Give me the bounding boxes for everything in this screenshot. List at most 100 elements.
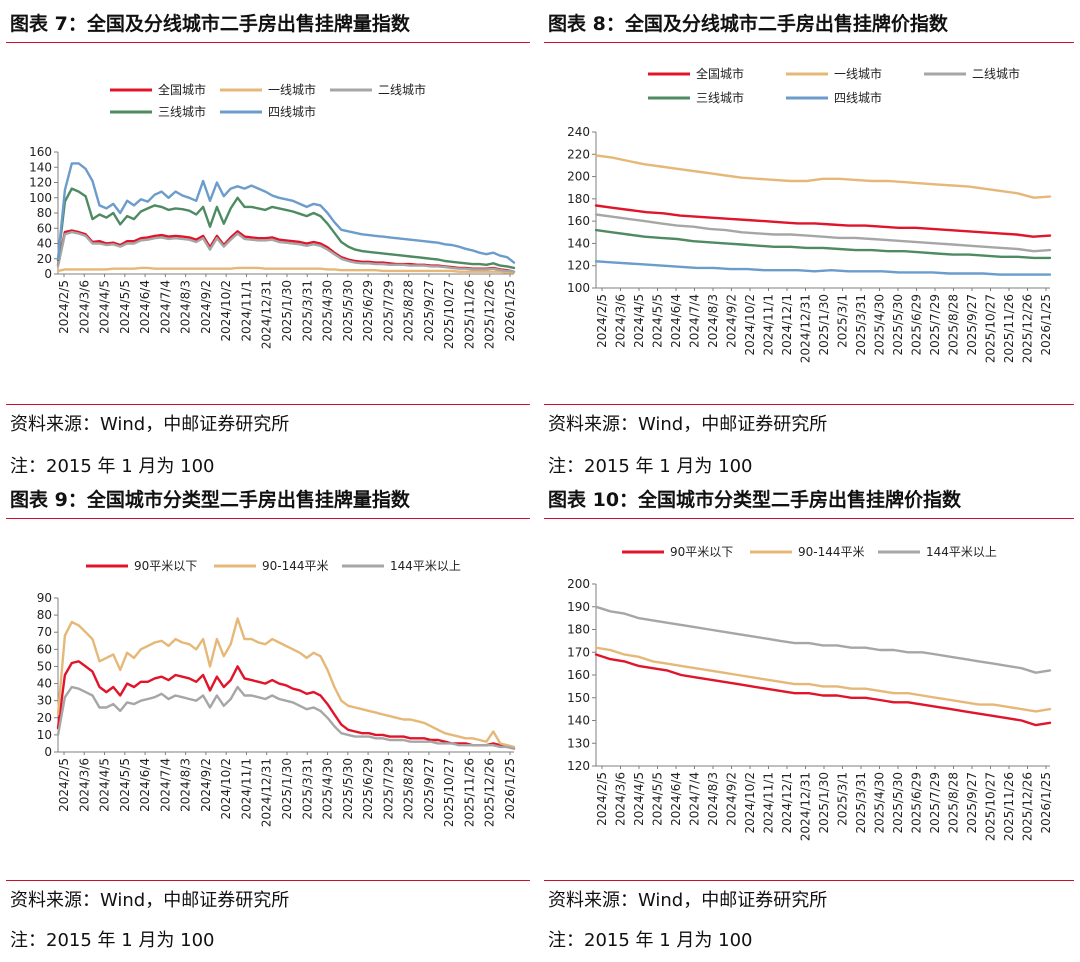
x-tick-label: 2025/11/26 [1002,294,1016,363]
x-tick-label: 2025/11/26 [1002,772,1016,841]
title-rule-1 [6,42,530,43]
y-tick-label: 180 [567,623,590,637]
legend-label: 90平米以下 [670,545,733,559]
x-tick-label: 2024/5/5 [651,772,665,826]
x-tick-label: 2025/5/30 [341,758,355,820]
series-line [56,230,516,273]
series-line [56,266,516,274]
x-tick-label: 2024/10/2 [743,294,757,356]
y-tick-label: 130 [567,736,590,750]
y-tick-label: 0 [44,745,52,759]
y-tick-label: 220 [567,147,590,161]
legend-label: 144平米以上 [926,545,997,559]
legend-label: 一线城市 [268,82,316,97]
legend-label: 全国城市 [696,66,744,81]
x-tick-label: 2024/10/2 [219,758,233,820]
x-tick-label: 2025/6/29 [910,294,924,356]
chart-panel-2: 图表 8：全国及分线城市二手房出售挂牌价指数 100 120 140 160 180 20… [544,6,1074,477]
x-tick-label: 2025/3/31 [854,294,868,356]
x-tick-label: 2024/9/2 [199,758,213,812]
chart-panel-4: 图表 10：全国城市分类型二手房出售挂牌价指数 120 130 140 150 160 1… [544,482,1074,960]
series-line [56,685,516,750]
y-tick-label: 80 [37,608,52,622]
y-tick-label: 120 [29,176,52,190]
y-tick-label: 190 [567,600,590,614]
chart-panel-1: 图表 7：全国及分线城市二手房出售挂牌量指数 0 20 40 60 80 100 120 14… [6,6,530,477]
y-tick-label: 160 [29,145,52,159]
x-tick-label: 2024/11/1 [762,294,776,356]
y-tick-label: 160 [567,214,590,228]
x-tick-label: 2024/3/6 [614,294,628,348]
note-text-2: 注：2015 年 1 月为 100 [548,456,753,477]
legend-label: 90-144平米 [798,545,865,559]
y-tick-label: 200 [567,577,590,591]
x-tick-label: 2025/4/30 [873,294,887,356]
y-tick-label: 30 [37,694,52,708]
x-tick-label: 2024/12/1 [780,772,794,834]
x-tick-label: 2024/6/4 [669,772,683,826]
x-tick-label: 2025/7/29 [928,772,942,834]
x-tick-label: 2025/4/30 [321,280,335,342]
x-tick-label: 2024/12/31 [260,758,274,827]
y-tick-label: 140 [567,714,590,728]
x-tick-label: 2024/4/5 [98,758,112,812]
title-rule-2 [544,42,1074,43]
x-tick-label: 2025/8/28 [402,758,416,820]
x-tick-label: 2024/9/2 [725,294,739,348]
x-tick-label: 2024/11/1 [762,772,776,834]
series-line [56,229,516,273]
x-tick-label: 2024/9/2 [199,280,213,334]
y-tick-label: 60 [37,642,52,656]
x-tick-label: 2026/1/25 [503,758,517,820]
x-tick-label: 2024/9/2 [725,772,739,826]
x-tick-label: 2025/5/30 [891,294,905,356]
series-line [594,204,1052,238]
x-tick-label: 2025/3/1 [836,294,850,348]
source-text-3: 资料来源：Wind，中邮证券研究所 [10,890,290,911]
x-tick-label: 2024/10/2 [219,280,233,342]
legend-label: 90平米以下 [134,559,197,573]
x-tick-label: 2025/1/30 [817,294,831,356]
x-tick-label: 2025/10/27 [442,280,456,349]
x-tick-label: 2024/12/31 [260,280,274,349]
y-tick-label: 40 [37,237,52,251]
x-tick-label: 2025/7/29 [928,294,942,356]
x-tick-label: 2024/3/6 [77,280,91,334]
series-line [56,187,516,270]
x-tick-label: 2025/3/31 [300,758,314,820]
x-tick-label: 2024/6/4 [138,758,152,812]
x-tick-label: 2025/10/27 [984,294,998,363]
series-line [594,260,1052,276]
line-chart-2: 100 120 140 160 180 200 220 240 2024/2/5 2024/3/6… [567,66,1053,363]
y-tick-label: 140 [567,236,590,250]
legend-label: 四线城市 [834,90,882,105]
x-tick-label: 2024/5/5 [118,280,132,334]
x-tick-label: 2024/7/4 [158,280,172,334]
x-tick-label: 2025/3/31 [300,280,314,342]
x-tick-label: 2024/3/6 [614,772,628,826]
legend-label: 二线城市 [378,82,426,97]
x-tick-label: 2024/6/4 [669,294,683,348]
x-tick-label: 2024/4/5 [632,772,646,826]
source-text-1: 资料来源：Wind，中邮证券研究所 [10,414,290,435]
x-tick-label: 2024/8/3 [706,772,720,826]
x-tick-label: 2024/7/4 [688,772,702,826]
line-chart-4: 120 130 140 150 160 170 180 190 200 2024/2/5 2024/… [567,545,1053,841]
series-line [594,154,1052,199]
x-tick-label: 2025/6/29 [361,758,375,820]
x-tick-label: 2025/12/26 [1021,772,1035,841]
x-tick-label: 2025/4/30 [321,758,335,820]
y-tick-label: 20 [37,711,52,725]
chart-panel-3: 图表 9：全国城市分类型二手房出售挂牌量指数 0 10 20 30 40 50 60 70 80… [6,482,530,960]
legend-label: 二线城市 [972,66,1020,81]
y-tick-label: 150 [567,691,590,705]
x-tick-label: 2024/8/3 [179,280,193,334]
x-tick-label: 2025/4/30 [873,772,887,834]
y-tick-label: 200 [567,170,590,184]
legend-label: 90-144平米 [262,559,329,573]
x-tick-label: 2025/12/26 [483,280,497,349]
chart-title-1: 图表 7：全国及分线城市二手房出售挂牌量指数 [10,13,410,35]
source-text-4: 资料来源：Wind，中邮证券研究所 [548,890,828,911]
x-tick-label: 2025/8/28 [947,772,961,834]
x-tick-label: 2025/7/29 [381,280,395,342]
